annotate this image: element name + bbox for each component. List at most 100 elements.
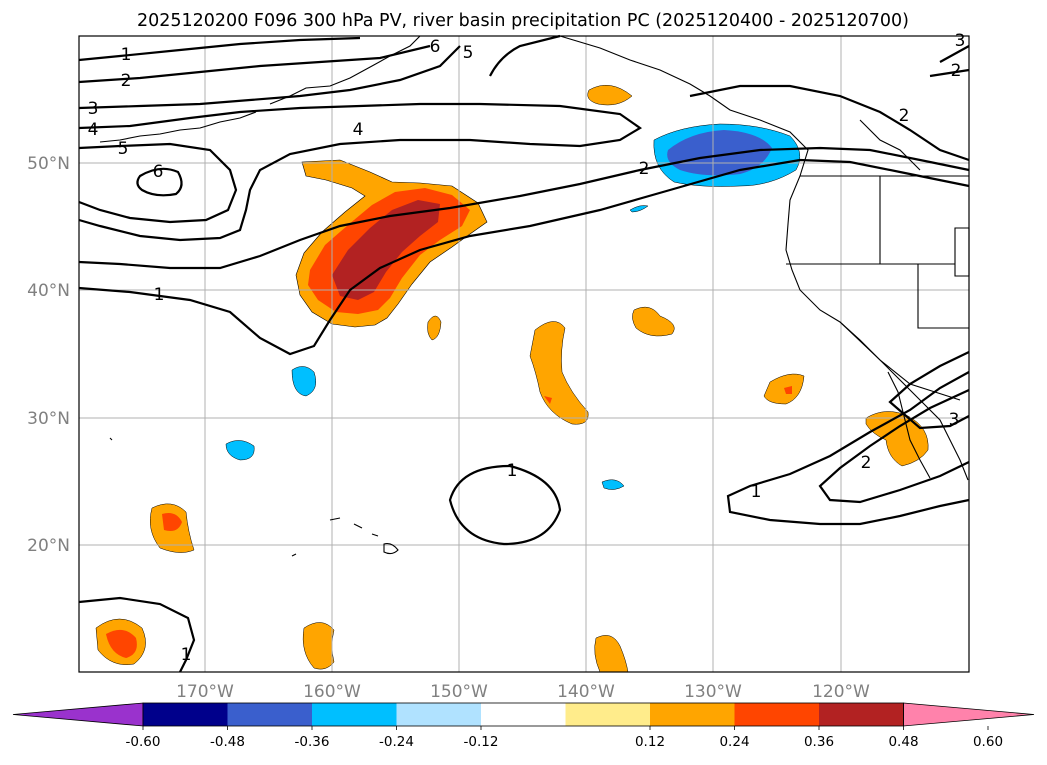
pv-contour-1c [448,464,562,546]
aleutian-islands [99,111,257,143]
colorbar-segment [396,703,481,726]
precip-very-strong-region [332,200,440,300]
lat-label: 30°N [27,409,70,429]
colorbar-tick-label: -0.36 [295,734,330,750]
colorbar-segment [481,703,566,726]
colorbar-segment [312,703,397,726]
colorbar-segment [819,703,904,726]
precip-negative-patch [629,205,649,213]
contour-label: 2 [121,71,132,91]
colorbar-tick-label: 0.48 [888,734,918,750]
colorbar-segment [734,703,819,726]
contour-labels: 1 2 3 4 5 6 4 2 2 1 1 1 2 3 6 5 3 2 1 [88,31,966,665]
colorbar-outline [142,702,904,727]
precip-patch [529,321,589,425]
colorbar-tick-label: -0.60 [126,734,161,750]
pv-contour-6 [136,167,183,197]
colorbar-tick-label: 0.60 [973,734,1003,750]
longitude-labels: 170°W 160°W 150°W 140°W 130°W 120°W [176,682,870,702]
lat-label: 20°N [27,536,70,556]
lon-label: 160°W [303,682,361,702]
pv-contour-3c [939,45,970,63]
contour-label: 5 [463,43,474,63]
precip-patch [587,84,633,106]
contour-label: 1 [751,482,762,502]
precip-patch-core [784,386,792,394]
pv-contour-2 [78,44,431,84]
pv-contour-5b [489,34,561,77]
colorbar-tick-label: -0.12 [464,734,499,750]
colorbar-segment [565,703,650,726]
pv-contour-5 [78,142,238,224]
lon-label: 120°W [812,682,870,702]
contour-label: 5 [118,139,129,159]
precip-negative-patch [225,440,255,461]
contour-label: 3 [955,31,966,51]
pv-contour-3d [888,351,970,430]
pv-contour-1b [78,158,970,356]
colorbar-segment [650,703,735,726]
baja-california-coast [887,371,931,479]
precip-negative-patch [291,366,316,397]
pv-contour-2c [689,84,970,162]
precip-patch [632,306,675,337]
contour-label: 1 [121,45,132,65]
colorbar-extension-low [12,702,144,727]
colorbar-tick-label: 0.24 [719,734,749,750]
pv-contours [78,34,970,673]
state-border [917,264,969,329]
precip-patch [594,635,629,673]
contour-label: 2 [861,453,872,473]
hawaii-islands [329,517,399,555]
contour-label: 2 [639,159,650,179]
pv-contour-2d [929,68,970,78]
precip-patch [427,315,442,341]
contour-label: 6 [430,37,441,57]
contour-label: 1 [154,285,165,305]
island [291,553,297,557]
precip-negative-patch [601,479,625,490]
precip-shading [95,84,929,673]
colorbar-tick-label: -0.24 [379,734,414,750]
colorbar-segment [227,703,312,726]
lat-label: 40°N [27,281,70,301]
contour-label: 3 [88,99,99,119]
colorbar-extension-high [903,702,1035,727]
colorbar-segment [143,703,228,726]
pv-contour-4 [78,102,643,242]
pv-contour-2b [78,146,970,270]
contour-label: 2 [951,61,962,81]
contour-label: 4 [353,120,364,140]
lon-label: 150°W [430,682,488,702]
alaska-peninsula-coast [269,35,421,105]
colorbar-tick-label: 0.36 [804,734,834,750]
contour-label: 4 [88,120,99,140]
precip-patch [763,373,805,405]
lat-label: 50°N [27,154,70,174]
contour-label: 2 [899,106,910,126]
precip-patch-core [544,396,552,404]
map-panel: 1 2 3 4 5 6 4 2 2 1 1 1 2 3 6 5 3 2 1 [78,31,970,673]
contour-label: 1 [181,645,192,665]
pv-contour-1d [726,371,970,526]
pv-contour-1 [78,36,361,62]
pv-contour-1e [78,596,196,673]
contour-label: 1 [507,461,518,481]
map-frame [78,35,970,673]
precip-strong-negative-region [667,130,772,176]
colorbar-tick-label: -0.48 [210,734,245,750]
lon-label: 130°W [684,682,742,702]
inland-coast [859,119,921,171]
coastlines [99,35,970,557]
graticule [79,36,969,672]
map-title: 2025120200 F096 300 hPa PV, river basin … [137,11,909,31]
precip-patch-core [162,513,182,531]
map-background [79,36,969,672]
colorbar-tick-label: 0.12 [635,734,665,750]
contour-label: 6 [153,162,164,182]
precip-patch [302,622,335,670]
latitude-labels: 50°N 40°N 30°N 20°N [27,154,70,556]
precip-patch-core [106,629,137,658]
colorbar: -0.60 -0.48 -0.36 -0.24 -0.12 0.12 0.24 0.36 0.4… [12,702,1035,750]
